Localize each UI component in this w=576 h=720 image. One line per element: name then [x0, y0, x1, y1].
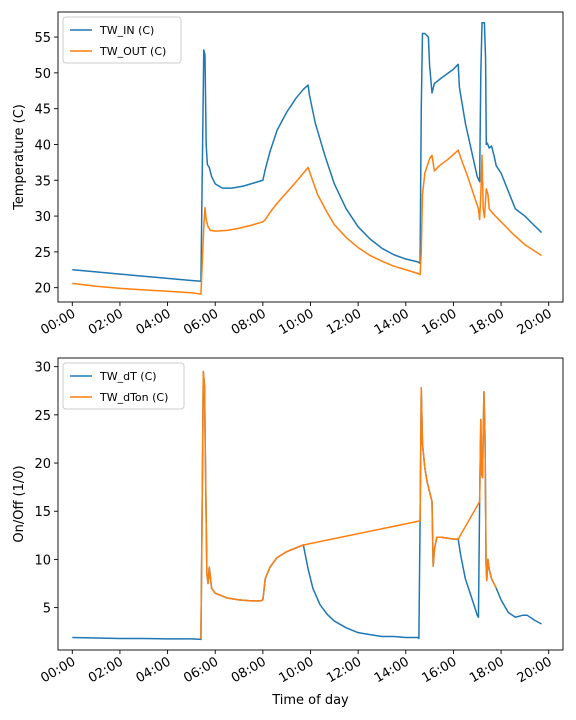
- x-tick-label: 10:00: [277, 654, 317, 686]
- y-tick-label: 10: [34, 553, 51, 568]
- x-tick-label: 16:00: [419, 654, 459, 686]
- x-tick-label: 00:00: [38, 654, 78, 686]
- chart-2: 5 10 15 20 25 30 00:00 02:00 04:00 06:00 08:00 10:0…: [12, 357, 564, 708]
- x-tick-label: 06:00: [181, 306, 221, 338]
- y-tick-label: 50: [34, 67, 51, 82]
- y-tick-label: 30: [34, 210, 51, 225]
- legend: TW_IN (C) TW_OUT (C): [62, 16, 182, 64]
- x-tick-label: 12:00: [324, 654, 364, 686]
- y-tick-label: 20: [34, 457, 51, 472]
- x-tick-label: 20:00: [515, 654, 555, 686]
- legend: TW_dT (C) TW_dTon (C): [62, 362, 185, 410]
- x-tick-label: 12:00: [324, 306, 364, 338]
- legend-label: TW_IN (C): [99, 24, 154, 37]
- y-tick-label: 30: [34, 361, 51, 376]
- legend-box: [62, 362, 185, 410]
- x-tick-label: 00:00: [38, 306, 78, 338]
- x-tick-label: 18:00: [467, 654, 507, 686]
- y-tick-label: 25: [34, 246, 51, 261]
- legend-label: TW_dT (C): [99, 370, 157, 383]
- y-tick-label: 40: [34, 138, 51, 153]
- legend-label: TW_dTon (C): [99, 391, 168, 404]
- x-axis-label: Time of day: [271, 693, 349, 708]
- x-tick-label: 04:00: [134, 654, 174, 686]
- x-tick-label: 10:00: [277, 306, 317, 338]
- y-tick-label: 55: [34, 31, 51, 46]
- x-tick-label: 18:00: [467, 306, 507, 338]
- y-axis-label: Temperature (C): [12, 104, 27, 211]
- y-axis-label: On/Off (1/0): [12, 465, 27, 542]
- chart-1: 20 25 30 35 40 45 50 55 00:00 02:00 04:00 06:00 08:0…: [12, 11, 564, 338]
- series-line-2-1: [72, 370, 542, 641]
- legend-label: TW_OUT (C): [99, 45, 166, 58]
- series-line-1-2: [72, 149, 542, 295]
- x-tick-label: 06:00: [181, 654, 221, 686]
- x-tick-label: 08:00: [229, 654, 269, 686]
- x-tick-label: 16:00: [419, 306, 459, 338]
- x-tick-label: 14:00: [372, 306, 412, 338]
- x-tick-label: 20:00: [515, 306, 555, 338]
- x-tick-label: 02:00: [86, 306, 126, 338]
- series-line-2-2: [200, 370, 497, 639]
- y-tick-label: 35: [34, 174, 51, 189]
- x-tick-label: 04:00: [134, 306, 174, 338]
- y-tick-label: 20: [34, 282, 51, 297]
- y-tick-label: 5: [43, 602, 51, 617]
- legend-box: [62, 16, 182, 64]
- y-tick-label: 15: [34, 505, 51, 520]
- y-tick-label: 25: [34, 409, 51, 424]
- x-tick-label: 02:00: [86, 654, 126, 686]
- y-tick-label: 45: [34, 103, 51, 118]
- x-tick-label: 08:00: [229, 306, 269, 338]
- x-tick-label: 14:00: [372, 654, 412, 686]
- series-line-1-1: [72, 21, 543, 282]
